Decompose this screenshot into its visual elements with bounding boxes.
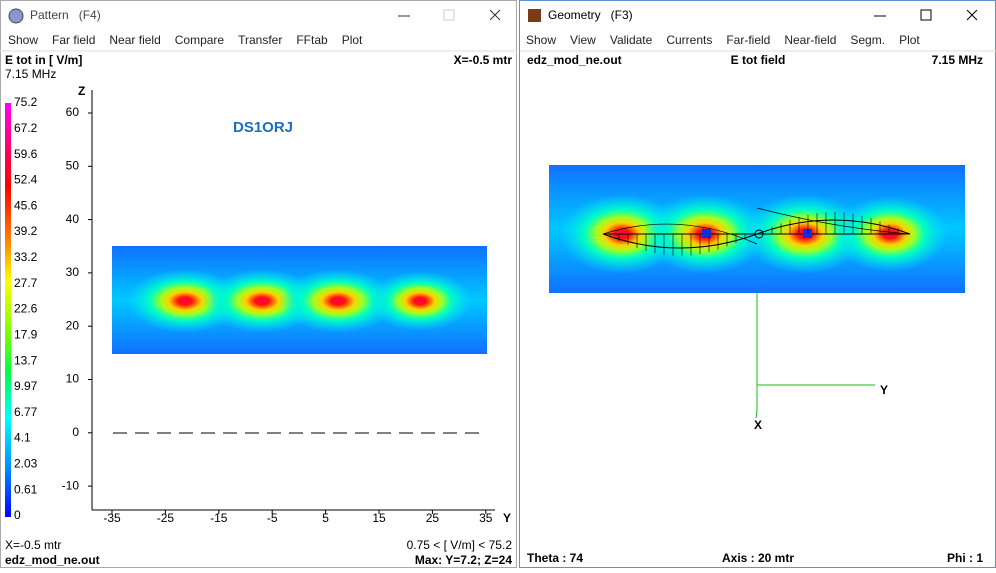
menu-item[interactable]: Plot [899, 33, 920, 47]
footer-range: 0.75 < [ V/m] < 75.2 [407, 538, 513, 552]
z-tick-label: 20 [66, 318, 80, 332]
legend-label: 45.6 [14, 198, 38, 212]
y-tick-label: -25 [157, 511, 175, 525]
geometry-axes [755, 293, 875, 419]
menu-item[interactable]: FFtab [296, 33, 328, 47]
legend-label: 6.77 [14, 405, 38, 419]
maximize[interactable] [443, 9, 455, 21]
menu-item[interactable]: Far field [52, 33, 95, 47]
theta: Theta : 74 [527, 551, 583, 565]
window-icon [528, 9, 541, 22]
y-tick-label: 35 [479, 511, 493, 525]
z-tick-label: 60 [66, 105, 80, 119]
legend-label: 33.2 [14, 250, 38, 264]
z-tick-label: 30 [66, 265, 80, 279]
menu-item[interactable]: Segm. [850, 33, 885, 47]
close[interactable] [966, 9, 978, 21]
legend-label: 67.2 [14, 121, 38, 135]
phi: Phi : 1 [947, 551, 983, 565]
position: X=-0.5 mtr [454, 53, 513, 67]
y-tick-label: -5 [267, 511, 278, 525]
file: edz_mod_ne.out [527, 53, 622, 67]
footer-max: Max: Y=7.2; Z=24 [415, 553, 512, 567]
z-tick-label: 40 [66, 212, 80, 226]
legend-label: 27.7 [14, 276, 38, 290]
legend-label: 52.4 [14, 173, 38, 187]
y-tick-label: 15 [372, 511, 386, 525]
z-tick-label: -10 [62, 478, 80, 492]
menu-item[interactable]: View [570, 33, 596, 47]
quantity: E tot in [ V/m] [5, 53, 82, 67]
menu-item[interactable]: Show [8, 33, 38, 47]
legend-label: 13.7 [14, 353, 38, 367]
window-title: Geometry (F3) [548, 8, 633, 22]
menu-item[interactable]: Far-field [726, 33, 770, 47]
menu-item[interactable]: Near field [109, 33, 160, 47]
z-axis-label: Z [78, 84, 85, 98]
legend-label: 4.1 [14, 431, 31, 445]
maximize[interactable] [920, 9, 932, 21]
colorbar [5, 103, 11, 517]
legend-label: 75.2 [14, 95, 38, 109]
legend-label: 17.9 [14, 327, 38, 341]
footer-position: X=-0.5 mtr [5, 538, 61, 552]
hotspots [127, 269, 472, 333]
menu-item[interactable]: Near-field [784, 33, 836, 47]
window-icon [8, 8, 24, 24]
legend-label: 2.03 [14, 457, 38, 471]
legend-label: 59.6 [14, 147, 38, 161]
field: E tot field [731, 53, 786, 67]
z-tick-label: 10 [66, 372, 80, 386]
z-tick-label: 50 [66, 158, 80, 172]
menu-item[interactable]: Compare [175, 33, 225, 47]
x-axis-label: X [754, 418, 762, 432]
legend-label: 0.61 [14, 482, 38, 496]
footer-file: edz_mod_ne.out [5, 553, 100, 567]
menu-item[interactable]: Currents [666, 33, 712, 47]
legend-label: 22.6 [14, 302, 38, 316]
z-tick-label: 0 [72, 425, 79, 439]
legend-label: 9.97 [14, 379, 38, 393]
menu-item[interactable]: Transfer [238, 33, 282, 47]
y-axis-label: Y [880, 383, 888, 397]
menu-item[interactable]: Show [526, 33, 556, 47]
menu-item[interactable]: Plot [342, 33, 363, 47]
axis-length: Axis : 20 mtr [722, 551, 794, 565]
callsign: DS1ORJ [233, 119, 293, 136]
frequency: 7.15 MHz [932, 53, 983, 67]
y-axis-label: Y [503, 511, 511, 525]
menu-item[interactable]: Validate [610, 33, 653, 47]
y-tick-label: -15 [210, 511, 228, 525]
frequency: 7.15 MHz [5, 67, 56, 81]
y-tick-label: 25 [426, 511, 440, 525]
antenna [602, 207, 911, 256]
close[interactable] [489, 9, 501, 21]
y-tick-label: -35 [103, 511, 121, 525]
legend-label: 39.2 [14, 224, 38, 238]
window-title: Pattern (F4) [30, 8, 101, 22]
legend-label: 0 [14, 508, 21, 522]
y-tick-label: 5 [322, 511, 329, 525]
